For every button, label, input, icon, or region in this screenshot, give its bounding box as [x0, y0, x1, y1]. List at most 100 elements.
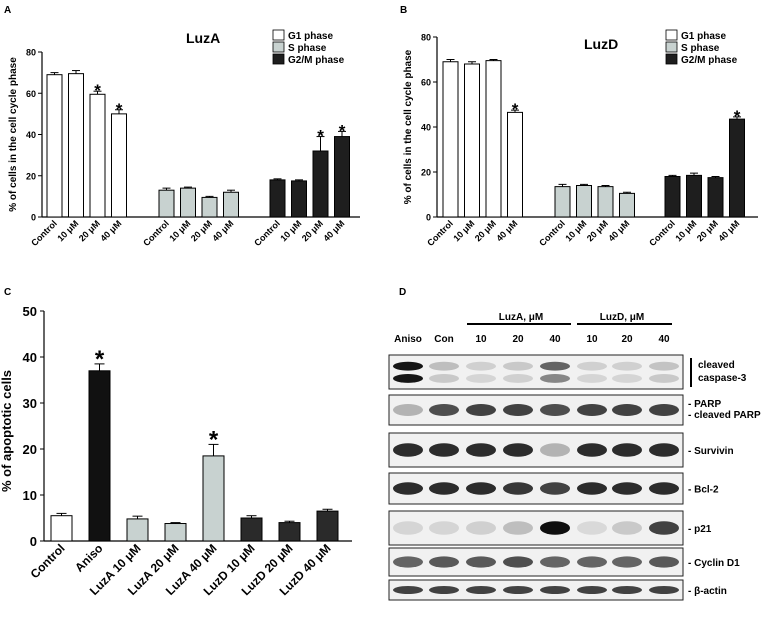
x-tick-label: 20 μM	[77, 218, 102, 243]
bar	[729, 118, 745, 218]
bar	[89, 93, 106, 218]
significance-star: *	[317, 127, 324, 146]
x-tick-label: 40 μM	[98, 218, 123, 243]
protein-band	[612, 586, 642, 594]
bar	[576, 185, 592, 218]
bar	[46, 74, 63, 218]
protein-band	[649, 374, 679, 383]
bar	[619, 192, 635, 218]
y-tick-label: 20	[26, 171, 36, 181]
x-tick-label: 40 μM	[494, 218, 519, 243]
protein-band	[540, 361, 570, 371]
protein-band	[649, 586, 679, 594]
legend-swatch	[272, 29, 285, 41]
bar	[686, 174, 702, 218]
y-tick-label: 60	[421, 78, 431, 88]
y-tick-label: 40	[26, 130, 36, 140]
bar	[202, 455, 225, 542]
protein-band	[649, 482, 679, 495]
legend-label: G1 phase	[288, 31, 333, 42]
legend-label: G1 phase	[681, 31, 726, 42]
protein-band	[577, 521, 607, 535]
protein-band	[649, 404, 679, 416]
legend-swatch	[665, 41, 678, 53]
significance-star: *	[209, 426, 219, 453]
chart-title: LuzA	[186, 30, 220, 46]
protein-band	[577, 361, 607, 371]
blot-row-label: - p21	[688, 524, 712, 535]
legend-label: S phase	[288, 43, 327, 54]
lane-label: 40	[658, 334, 670, 345]
western-blot-panel: LuzA, μM LuzD, μM Aniso Con 10 20 40 10 20 40 clea…	[388, 312, 761, 601]
legend-label: S phase	[681, 43, 720, 54]
blot-row-label: - PARP	[688, 399, 721, 410]
x-tick-label: Control	[141, 218, 171, 248]
protein-band	[612, 374, 642, 383]
bar	[312, 150, 329, 218]
x-tick-label: 10 μM	[673, 218, 698, 243]
x-tick-label: 10 μM	[563, 218, 588, 243]
protein-band	[503, 586, 533, 594]
x-tick-label: 40 μM	[321, 218, 346, 243]
protein-band	[649, 361, 679, 371]
protein-band	[503, 361, 533, 371]
legend-label: G2/M phase	[681, 55, 738, 66]
protein-band	[503, 443, 533, 457]
protein-band	[649, 521, 679, 535]
bar	[316, 510, 339, 542]
protein-band	[577, 482, 607, 495]
group-label-luza: LuzA, μM	[499, 312, 543, 323]
protein-band	[429, 443, 459, 457]
x-tick-label: 40 μM	[606, 218, 631, 243]
protein-band	[540, 443, 570, 457]
y-axis-label: % of cells in the cell cycle phase	[8, 57, 19, 212]
legend-swatch	[272, 41, 285, 53]
protein-band	[429, 482, 459, 495]
protein-band	[577, 374, 607, 383]
lane-label: Aniso	[394, 334, 422, 345]
group-label-luzd: LuzD, μM	[600, 312, 644, 323]
bar	[707, 177, 724, 218]
legend-label: G2/M phase	[288, 55, 345, 66]
bar	[180, 187, 196, 218]
x-tick-label: 10 μM	[55, 218, 80, 243]
protein-band	[577, 556, 607, 568]
bar	[50, 515, 73, 542]
protein-band	[466, 521, 496, 535]
bar	[223, 191, 239, 218]
protein-band	[503, 521, 533, 535]
protein-band	[429, 586, 459, 594]
x-tick-label: 20 μM	[300, 218, 325, 243]
y-tick-label: 80	[421, 33, 431, 43]
x-tick-label: 40 μM	[716, 218, 741, 243]
protein-band	[393, 404, 423, 416]
chart-panel-b: 0 20 40 60 80 % of cells in the cell cycle ph…	[403, 29, 758, 248]
blot-row-label: - Bcl-2	[688, 485, 719, 496]
protein-band	[466, 374, 496, 383]
y-tick-label: 30	[23, 396, 37, 411]
blot-row-label: cleaved	[698, 360, 735, 371]
y-tick-label: 10	[23, 488, 37, 503]
blot-strip	[388, 354, 684, 390]
y-tick-label: 80	[26, 48, 36, 58]
lane-label: 10	[475, 334, 487, 345]
y-tick-label: 40	[421, 123, 431, 133]
protein-band	[503, 374, 533, 383]
protein-band	[466, 586, 496, 594]
protein-band	[612, 482, 642, 495]
blot-row-label: - Cyclin D1	[688, 558, 740, 569]
bar	[240, 517, 263, 542]
panel-letter-d: D	[399, 287, 406, 298]
protein-band	[540, 521, 570, 535]
x-tick-label: 10 μM	[167, 218, 192, 243]
bar	[164, 523, 187, 542]
x-tick-label: 40 μM	[210, 218, 235, 243]
protein-band	[612, 404, 642, 416]
x-tick-label: 10 μM	[278, 218, 303, 243]
bar	[597, 186, 614, 218]
x-tick-label: Control	[647, 218, 677, 248]
x-tick-label: 20 μM	[473, 218, 498, 243]
chart-title: LuzD	[584, 36, 618, 52]
bar	[485, 60, 502, 218]
y-tick-label: 0	[426, 213, 431, 223]
